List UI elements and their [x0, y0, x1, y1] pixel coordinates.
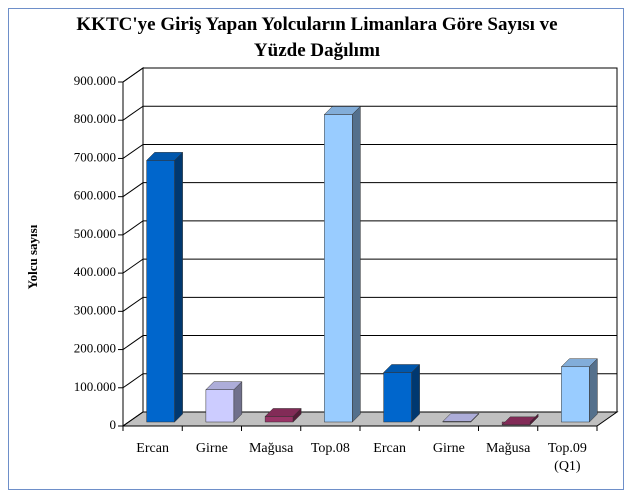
- x-tick-label: Girne: [195, 441, 228, 456]
- bar-side: [174, 151, 183, 423]
- y-tick-label: 900.000: [74, 73, 116, 88]
- bar-side: [529, 413, 539, 426]
- y-tick-label: 700.000: [74, 149, 116, 164]
- x-tick-label: Top.09 (Q1): [547, 441, 587, 474]
- floor: [121, 411, 619, 427]
- bar-side: [233, 381, 243, 423]
- bar-side: [292, 407, 302, 423]
- side-wall: [122, 67, 144, 427]
- grid-line: [122, 296, 617, 312]
- bar: [264, 416, 294, 423]
- y-tick-label: 800.000: [74, 111, 116, 126]
- y-axis-label: Yolcu sayısı: [25, 224, 40, 289]
- grid-line: [122, 373, 617, 389]
- y-tick-label: 400.000: [74, 264, 116, 279]
- x-tick-label: Ercan: [136, 441, 169, 456]
- bar-side: [352, 105, 361, 423]
- grid-line: [122, 67, 617, 83]
- grid-line: [122, 335, 617, 350]
- bar-side: [589, 358, 598, 423]
- grid-line: [122, 411, 617, 427]
- back-wall: [142, 67, 618, 413]
- bar: [205, 389, 235, 423]
- bar: [561, 366, 590, 423]
- y-tick-label: 500.000: [74, 226, 116, 241]
- y-tick-label: 300.000: [74, 302, 116, 317]
- bar-side: [470, 412, 480, 423]
- y-tick-label: 100.000: [74, 379, 116, 394]
- grid-line: [122, 258, 617, 274]
- x-tick-label: Mağusa: [485, 441, 531, 456]
- chart-title: KKTC'ye Giriş Yapan Yolcuların Limanlara…: [76, 14, 558, 61]
- y-tick-label: 600.000: [74, 188, 116, 203]
- x-tick-label: Girne: [432, 441, 465, 456]
- grid-line: [122, 182, 617, 198]
- grid-line: [122, 220, 617, 236]
- x-tick-label: Ercan: [373, 441, 406, 456]
- grid-line: [122, 143, 617, 159]
- bar: [324, 114, 353, 423]
- bar: [146, 160, 175, 423]
- x-tick-label: Mağusa: [248, 441, 294, 456]
- y-tick-label: 200.000: [74, 341, 116, 356]
- chart-frame: [8, 8, 624, 490]
- bar: [383, 372, 412, 423]
- grid-line: [122, 105, 617, 121]
- x-tick-label: Top.08: [310, 441, 350, 456]
- bar-side: [411, 363, 420, 423]
- y-tick-label: 0: [110, 417, 117, 432]
